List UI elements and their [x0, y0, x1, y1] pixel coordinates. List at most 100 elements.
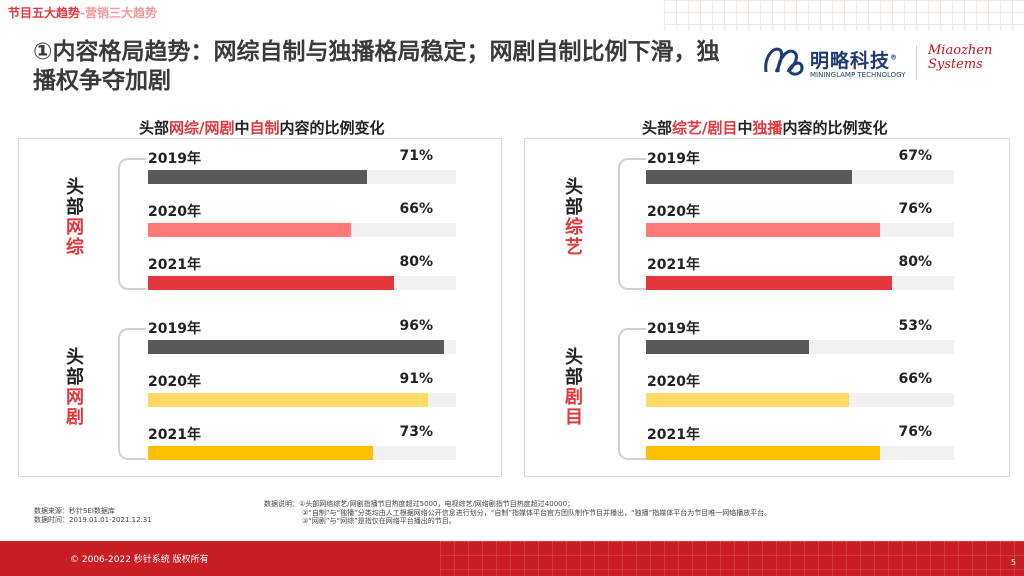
group-label-char: 部: [565, 367, 583, 388]
bar: [646, 340, 810, 354]
bar: [148, 276, 395, 290]
page-title: ①内容格局趋势：网综自制与独播格局稳定；网剧自制比例下滑，独播权争夺加剧: [33, 39, 720, 94]
bar: [148, 223, 352, 237]
bar-category-label: 2019年: [647, 321, 700, 337]
bottom-grid-decoration: [440, 541, 1024, 576]
bar-category-label: 2019年: [647, 151, 700, 167]
bar-value-label: 96%: [399, 318, 433, 334]
bar-track: [148, 276, 456, 290]
bottom-bar: [0, 541, 1024, 576]
bar: [148, 170, 367, 184]
bar-track: [646, 170, 954, 184]
group-label: 头部综艺: [563, 178, 585, 258]
right-chart-panel: [524, 138, 1010, 477]
left-chart-panel: [18, 138, 502, 477]
bar: [148, 393, 429, 407]
bar: [646, 170, 853, 184]
chart-title-part: 自制: [249, 119, 280, 137]
group-label-char: 网: [66, 217, 84, 238]
group-label: 头部剧目: [563, 348, 585, 428]
bar-category-label: 2019年: [148, 151, 201, 167]
miaozhen-line1: Miaozhen: [928, 43, 993, 58]
miaozhen-line2: Systems: [928, 57, 983, 72]
group-bracket: [118, 328, 146, 460]
bar-value-label: 71%: [399, 148, 433, 164]
copyright: © 2006-2022 秒针系统 版权所有: [70, 555, 209, 565]
bar-value-label: 80%: [898, 254, 932, 270]
mininglamp-name: 明略科技: [810, 50, 891, 72]
group-label-char: 剧: [66, 407, 84, 428]
bar-category-label: 2019年: [148, 321, 201, 337]
data-notes: 数据说明：①头部网络综艺/网剧指播节目热度超过5000，电视综艺/网络剧指节目热…: [264, 500, 771, 526]
bar-category-label: 2020年: [148, 374, 201, 390]
group-label: 头部网综: [64, 178, 86, 258]
bar-value-label: 66%: [399, 201, 433, 217]
bar-value-label: 91%: [399, 371, 433, 387]
bar-category-label: 2021年: [647, 257, 700, 273]
bar-track: [646, 276, 954, 290]
bar: [646, 223, 881, 237]
bar: [646, 276, 893, 290]
group-bracket: [618, 328, 646, 460]
bar-value-label: 67%: [898, 148, 932, 164]
bar: [646, 393, 850, 407]
group-label: 头部网剧: [64, 348, 86, 428]
chart-title-part: 头部: [139, 119, 170, 137]
source-line: 数据来源：秒针SEI数据库: [34, 507, 115, 515]
group-bracket: [618, 158, 646, 290]
breadcrumb: 节目五大趋势-营销三大趋势: [8, 4, 157, 21]
group-label-char: 头: [565, 347, 583, 368]
group-label-char: 网: [66, 387, 84, 408]
bar-value-label: 66%: [898, 371, 932, 387]
bar-track: [646, 223, 954, 237]
bar: [148, 446, 373, 460]
page-number: 5: [1010, 558, 1016, 567]
group-label-char: 综: [565, 217, 583, 238]
corner-grid-decoration: [664, 0, 1024, 30]
bar-value-label: 53%: [898, 318, 932, 334]
bar-track: [646, 393, 954, 407]
bar-category-label: 2020年: [148, 204, 201, 220]
chart-title-part: 综艺/剧目: [672, 119, 738, 137]
breadcrumb-sub: -营销三大趋势: [80, 6, 157, 20]
chart-title-part: 独播: [752, 119, 783, 137]
mininglamp-registered: ®: [890, 53, 899, 62]
group-label-char: 头: [66, 347, 84, 368]
group-label-char: 部: [565, 197, 583, 218]
group-label-char: 头: [66, 177, 84, 198]
bar-category-label: 2021年: [148, 257, 201, 273]
bar-track: [148, 393, 456, 407]
chart-title-part: 网综/网剧: [169, 119, 235, 137]
bar: [148, 340, 444, 354]
note-line-1: 数据说明：①头部网络综艺/网剧指播节目热度超过5000，电视综艺/网络剧指节目热…: [264, 500, 575, 508]
bar-value-label: 76%: [898, 424, 932, 440]
bar-track: [148, 446, 456, 460]
bar: [646, 446, 881, 460]
source-period: 数据时间：2019.01.01-2021.12.31: [34, 516, 152, 524]
chart-title-part: 内容的比例变化: [279, 119, 385, 137]
bar-value-label: 80%: [399, 254, 433, 270]
group-label-char: 部: [66, 197, 84, 218]
group-label-char: 剧: [565, 387, 583, 408]
chart-title-part: 头部: [642, 119, 673, 137]
bar-track: [148, 340, 456, 354]
chart-title-part: 中: [234, 119, 250, 137]
right-chart-title: 头部综艺/剧目中独播内容的比例变化: [636, 117, 894, 138]
data-source: 数据来源：秒针SEI数据库 数据时间：2019.01.01-2021.12.31: [34, 507, 152, 525]
chart-title-part: 中: [737, 119, 753, 137]
bar-track: [148, 223, 456, 237]
group-label-char: 部: [66, 367, 84, 388]
mininglamp-subtitle: MININGLAMP TECHNOLOGY: [810, 71, 906, 79]
bar-category-label: 2021年: [148, 427, 201, 443]
group-label-char: 综: [66, 237, 84, 258]
group-label-char: 头: [565, 177, 583, 198]
miaozhen-logo: Miaozhen Systems: [928, 44, 1008, 72]
note-line-3: ③“网剧”与“网综”是指仅在网络平台播出的节目。: [302, 517, 456, 525]
left-chart-title: 头部网综/网剧中自制内容的比例变化: [133, 117, 391, 138]
group-label-char: 艺: [565, 237, 583, 258]
breadcrumb-main: 节目五大趋势: [8, 6, 81, 20]
top-bar: 节目五大趋势-营销三大趋势: [0, 0, 1024, 30]
bar-track: [646, 340, 954, 354]
bar-track: [148, 170, 456, 184]
group-label-char: 目: [565, 407, 583, 428]
